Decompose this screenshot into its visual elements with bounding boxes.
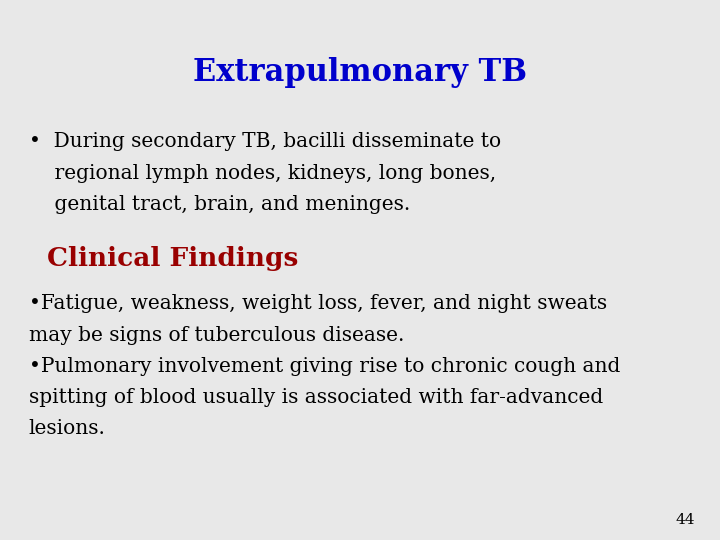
Text: regional lymph nodes, kidneys, long bones,: regional lymph nodes, kidneys, long bone…	[29, 164, 496, 183]
Text: spitting of blood usually is associated with far-advanced: spitting of blood usually is associated …	[29, 388, 603, 407]
Text: 44: 44	[675, 512, 695, 526]
Text: •  During secondary TB, bacilli disseminate to: • During secondary TB, bacilli dissemina…	[29, 132, 501, 151]
Text: Extrapulmonary TB: Extrapulmonary TB	[193, 57, 527, 87]
Text: lesions.: lesions.	[29, 419, 106, 438]
Text: •Pulmonary involvement giving rise to chronic cough and: •Pulmonary involvement giving rise to ch…	[29, 357, 620, 376]
Text: Clinical Findings: Clinical Findings	[47, 246, 298, 271]
Text: •Fatigue, weakness, weight loss, fever, and night sweats: •Fatigue, weakness, weight loss, fever, …	[29, 294, 607, 313]
Text: may be signs of tuberculous disease.: may be signs of tuberculous disease.	[29, 326, 404, 345]
Text: genital tract, brain, and meninges.: genital tract, brain, and meninges.	[29, 195, 410, 214]
